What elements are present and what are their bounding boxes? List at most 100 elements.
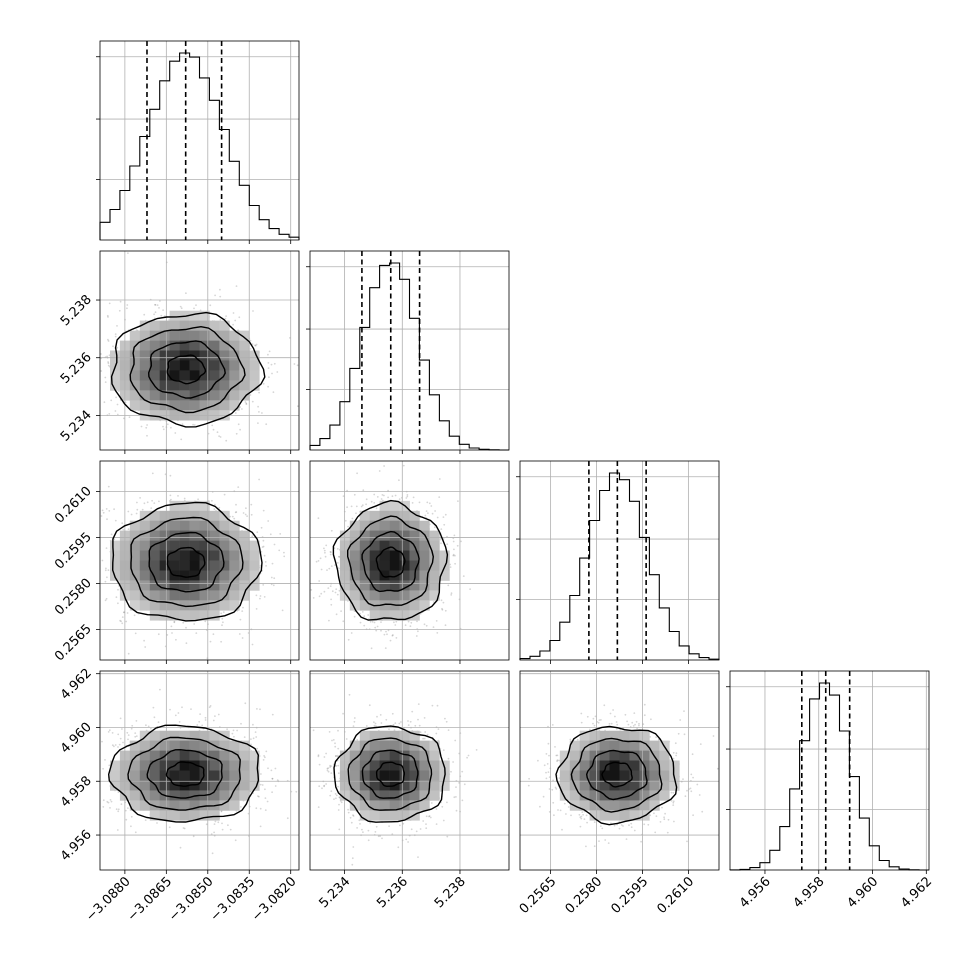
- scatter-point: [117, 588, 119, 591]
- scatter-point: [438, 496, 441, 498]
- scatter-point: [580, 815, 583, 818]
- scatter-point: [593, 724, 596, 727]
- scatter-point: [368, 704, 371, 707]
- density-cell: [419, 520, 430, 531]
- scatter-point: [175, 638, 177, 641]
- scatter-point: [686, 789, 688, 792]
- scatter-point: [235, 511, 238, 513]
- density-cell: [559, 760, 571, 771]
- scatter-point: [310, 589, 313, 591]
- scatter-point: [226, 728, 229, 731]
- scatter-point: [106, 314, 109, 317]
- scatter-point: [221, 822, 223, 825]
- scatter-point: [264, 809, 267, 811]
- density-cell: [209, 730, 220, 741]
- scatter-point: [130, 727, 133, 730]
- scatter-point: [128, 416, 131, 419]
- contour-level-2: [130, 516, 244, 608]
- scatter-point: [271, 791, 273, 794]
- density-cell: [399, 570, 410, 581]
- scatter-point: [259, 825, 262, 828]
- scatter-point: [332, 739, 335, 741]
- scatter-point: [395, 620, 398, 623]
- scatter-point: [254, 344, 256, 347]
- scatter-point: [670, 800, 673, 802]
- scatter-point: [422, 820, 425, 822]
- scatter-point: [119, 300, 122, 303]
- density-cell: [379, 740, 390, 751]
- density-cell: [169, 380, 180, 391]
- scatter-point: [101, 559, 104, 562]
- scatter-point: [214, 503, 216, 506]
- scatter-point: [599, 825, 602, 827]
- density-cell: [229, 740, 240, 751]
- density-cell: [589, 730, 600, 741]
- density-cell: [569, 770, 581, 781]
- scatter-point: [383, 465, 385, 467]
- scatter-point: [443, 523, 446, 526]
- scatter-point: [457, 500, 459, 502]
- density-cell: [149, 400, 161, 411]
- density-cell: [379, 500, 390, 512]
- density-cell: [379, 560, 390, 571]
- density-cell: [339, 570, 351, 581]
- density-cell: [189, 530, 200, 541]
- scatter-point: [447, 584, 450, 587]
- scatter-point: [185, 292, 187, 295]
- density-cell: [399, 600, 410, 611]
- density-cell: [149, 570, 161, 581]
- density-cell: [149, 510, 161, 522]
- density-cell: [229, 520, 240, 531]
- density-cell: [339, 750, 351, 761]
- scatter-point: [107, 340, 110, 342]
- density-cell: [239, 770, 250, 781]
- density-cell: [369, 810, 380, 821]
- scatter-point: [329, 794, 332, 797]
- scatter-point: [552, 779, 554, 782]
- density-cell: [229, 580, 240, 591]
- density-cell: [229, 790, 240, 801]
- scatter-point: [108, 354, 111, 357]
- scatter-point: [402, 464, 405, 467]
- scatter-point: [380, 722, 383, 724]
- scatter-point: [633, 829, 636, 832]
- density-cell: [339, 590, 351, 601]
- density-cell: [379, 550, 390, 561]
- scatter-point: [237, 423, 240, 426]
- scatter-point: [582, 813, 584, 816]
- scatter-point: [223, 493, 226, 496]
- scatter-point: [338, 555, 340, 558]
- density-cell: [589, 800, 600, 811]
- density-cell: [169, 770, 180, 781]
- density-cell: [229, 570, 240, 581]
- scatter-point: [318, 785, 321, 788]
- scatter-point: [380, 498, 383, 500]
- scatter-point: [682, 778, 684, 780]
- density-cell: [179, 340, 190, 351]
- scatter-point: [208, 706, 211, 709]
- density-cell: [369, 540, 380, 551]
- scatter-point: [235, 285, 238, 287]
- density-cell: [659, 770, 670, 781]
- density-cell: [169, 520, 180, 531]
- scatter-point: [262, 382, 265, 385]
- density-cell: [169, 580, 180, 591]
- scatter-point: [168, 826, 171, 829]
- density-cell: [359, 560, 371, 571]
- scatter-point: [325, 783, 327, 785]
- scatter-point: [255, 807, 258, 810]
- scatter-point: [127, 528, 130, 531]
- scatter-point: [444, 609, 447, 612]
- scatter-point: [104, 580, 107, 583]
- density-cell: [379, 530, 390, 541]
- density-cell: [359, 600, 371, 611]
- scatter-point: [222, 621, 224, 624]
- x-tick-label: 5.236: [374, 874, 411, 911]
- density-cell: [389, 790, 400, 801]
- scatter-point: [145, 724, 147, 727]
- density-cell: [149, 360, 161, 371]
- density-cell: [159, 740, 170, 751]
- density-cell: [359, 770, 371, 781]
- density-cell: [199, 580, 210, 591]
- scatter-point: [111, 732, 114, 734]
